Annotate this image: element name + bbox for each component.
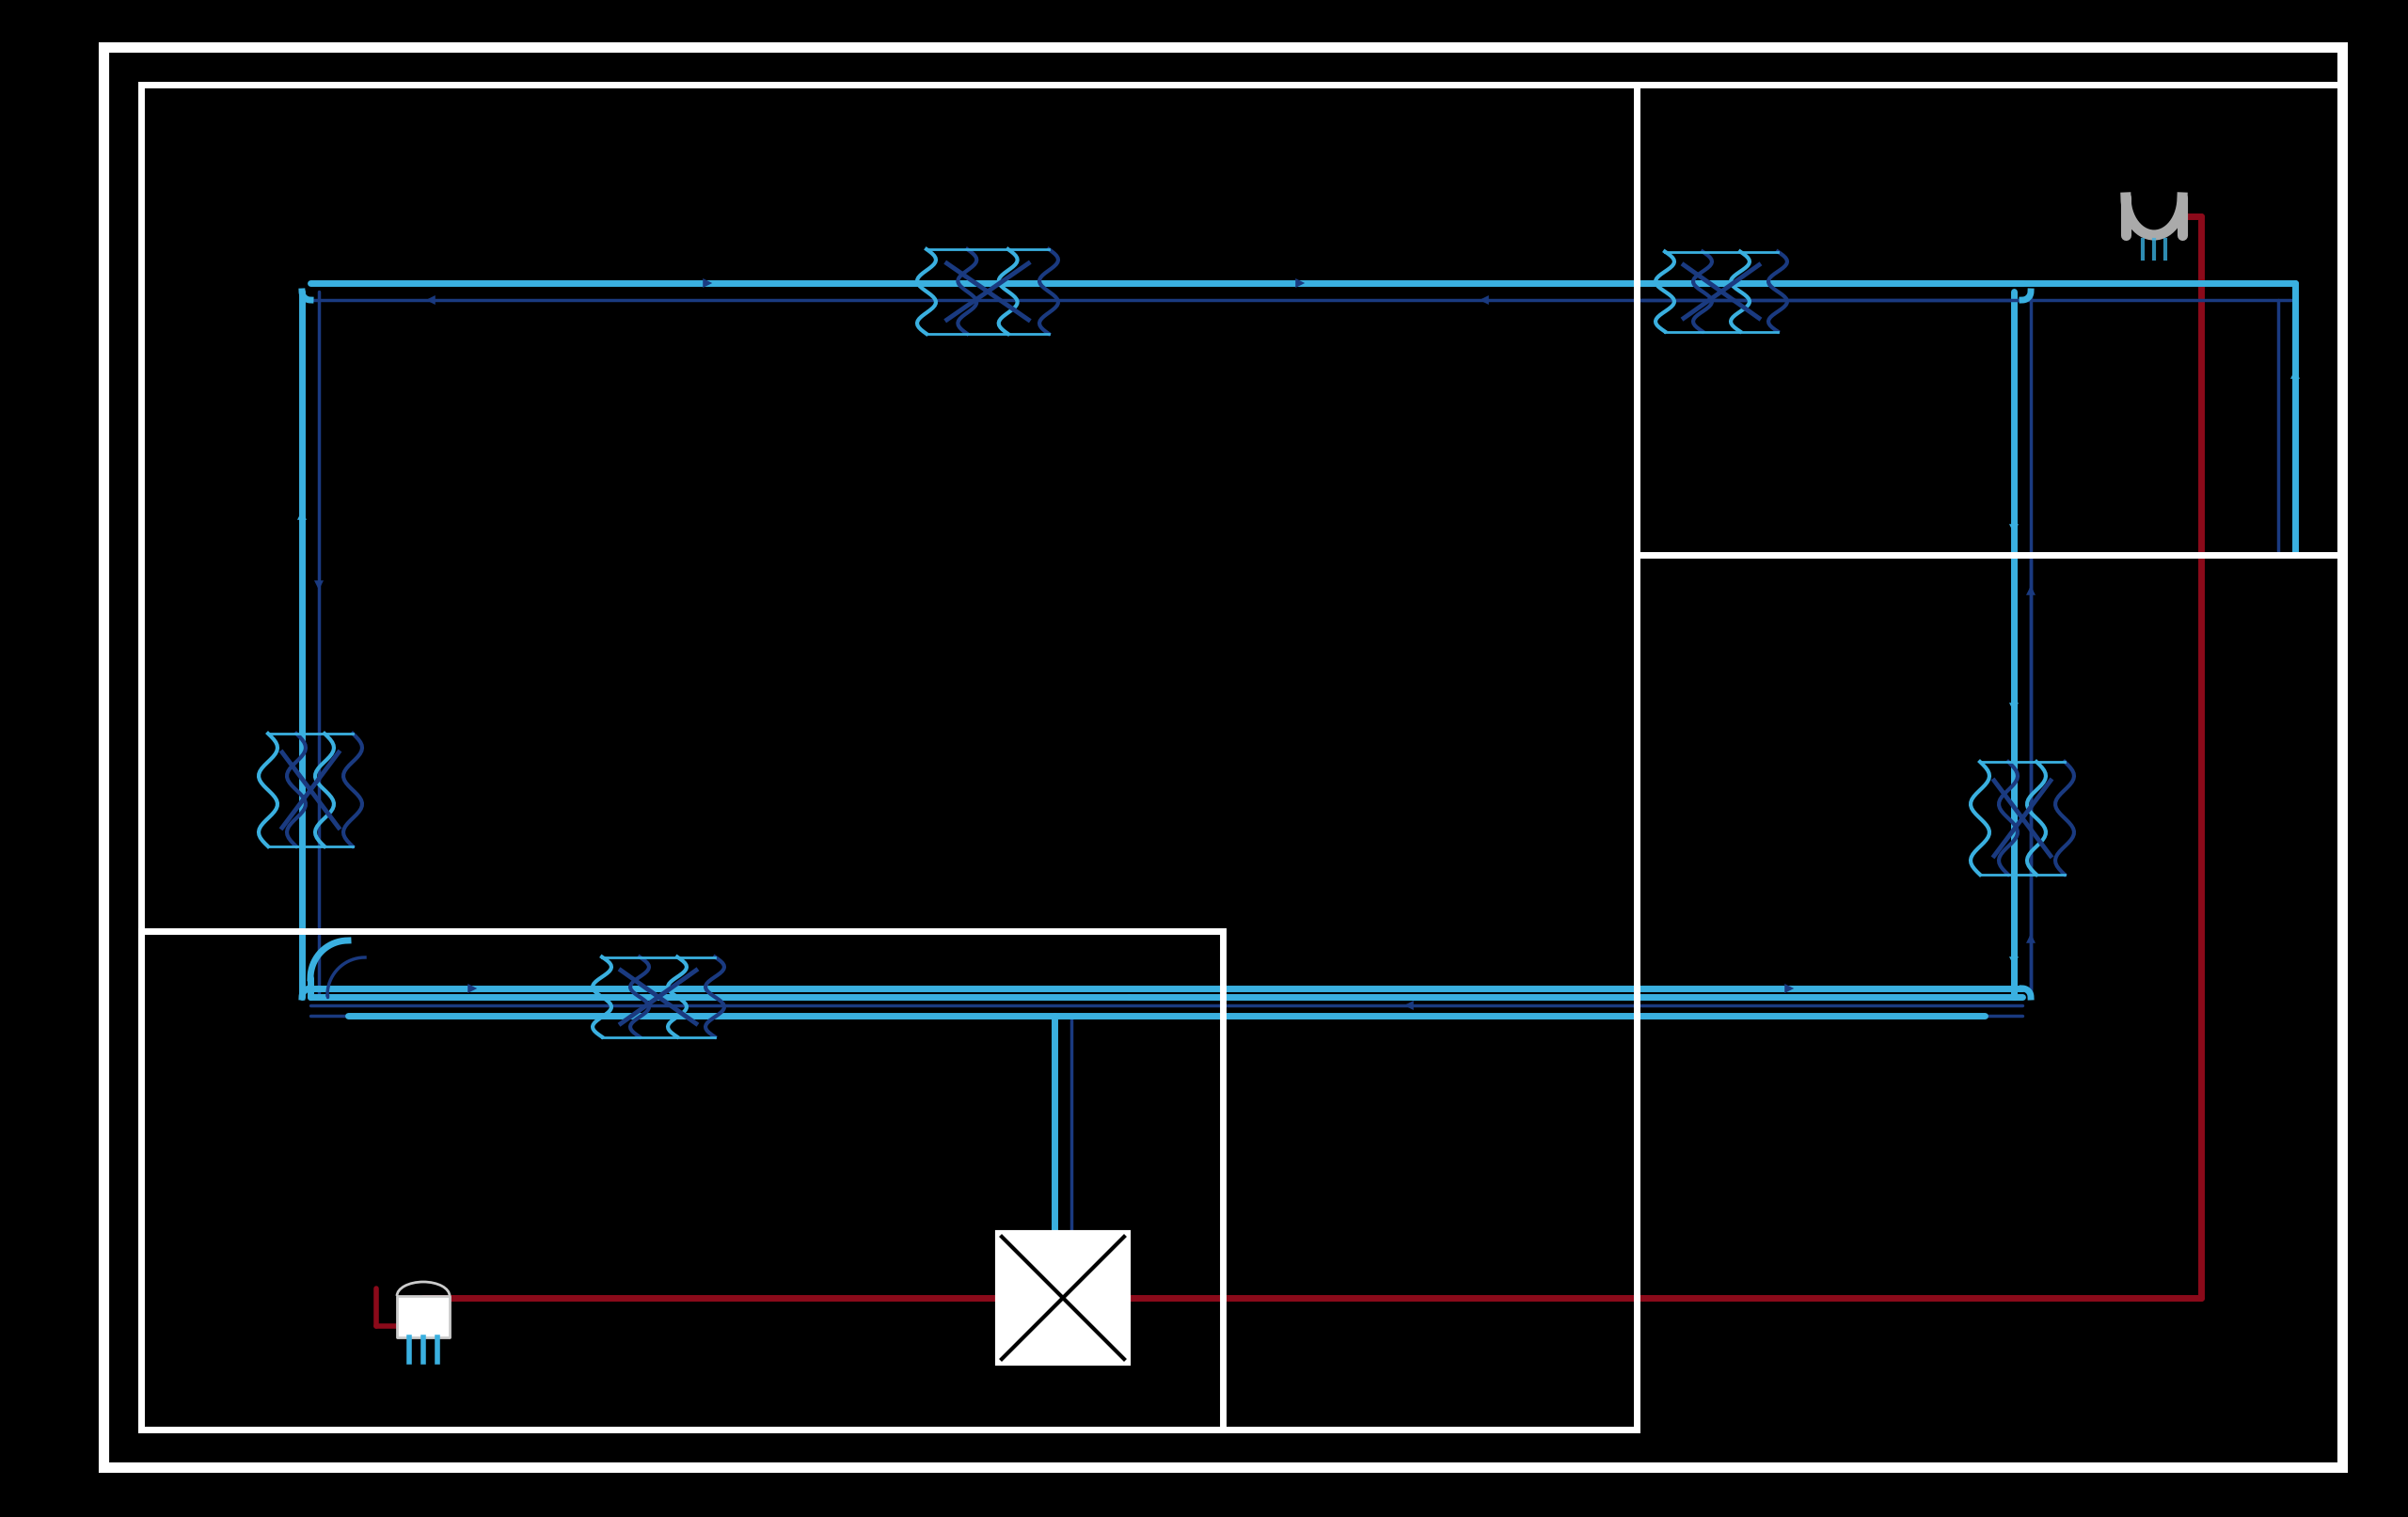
Bar bbox=[142, 85, 1637, 1429]
Bar bbox=[1637, 85, 2343, 555]
Bar bbox=[397, 1296, 450, 1338]
Bar bbox=[142, 931, 1223, 1429]
Bar bbox=[997, 1232, 1129, 1364]
